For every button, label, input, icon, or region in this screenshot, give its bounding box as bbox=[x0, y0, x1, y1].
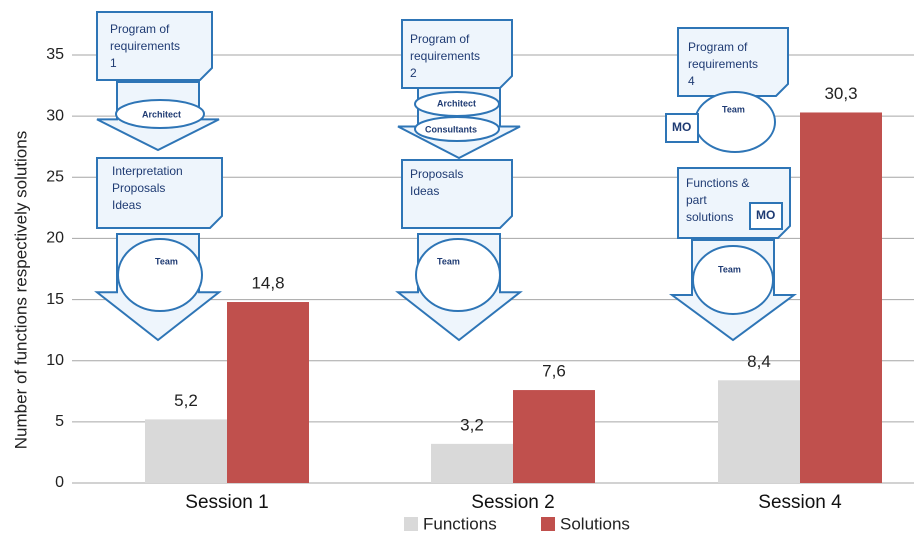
diagram-ellipse bbox=[415, 238, 501, 312]
y-tick-label: 15 bbox=[46, 291, 64, 308]
diagram-box bbox=[665, 113, 699, 143]
annotation: 1 bbox=[110, 56, 117, 70]
annotation: solutions bbox=[686, 210, 733, 224]
annotation: Program of bbox=[110, 22, 170, 36]
diagram-ellipse bbox=[117, 238, 203, 312]
bar bbox=[800, 112, 882, 483]
annotation: 4 bbox=[688, 74, 695, 88]
annotation: Team bbox=[722, 104, 745, 114]
annotation: Ideas bbox=[410, 184, 439, 198]
annotation: MO bbox=[672, 120, 691, 134]
diagram-box bbox=[401, 159, 513, 229]
bar bbox=[145, 419, 227, 483]
y-tick-label: 20 bbox=[46, 230, 64, 247]
annotation: MO bbox=[756, 208, 775, 222]
annotation: Team bbox=[718, 264, 741, 274]
diagram-ellipse bbox=[694, 91, 776, 153]
diagram-box bbox=[96, 157, 223, 229]
diagram-box bbox=[749, 202, 783, 230]
value-label: 3,2 bbox=[460, 415, 484, 434]
annotation: Functions & bbox=[686, 176, 749, 190]
annotation: Team bbox=[155, 256, 178, 266]
y-axis-label: Number of functions respectively solutio… bbox=[11, 131, 30, 449]
annotation: Architect bbox=[142, 109, 181, 119]
legend-label: Solutions bbox=[560, 514, 630, 533]
annotation: Program of bbox=[688, 40, 748, 54]
value-label: 7,6 bbox=[542, 362, 566, 381]
annotation: Proposals bbox=[410, 167, 463, 181]
annotation: part bbox=[686, 193, 707, 207]
diagram-box bbox=[96, 11, 213, 81]
value-label: 8,4 bbox=[747, 352, 771, 371]
annotation: Program of bbox=[410, 32, 470, 46]
legend-swatch bbox=[404, 517, 418, 531]
y-tick-label: 25 bbox=[46, 169, 64, 186]
bar bbox=[718, 380, 800, 483]
annotation: Proposals bbox=[112, 181, 165, 195]
diagram-box bbox=[677, 27, 789, 97]
annotation: requirements bbox=[110, 39, 180, 53]
x-tick-label: Session 2 bbox=[471, 492, 554, 513]
x-tick-label: Session 4 bbox=[758, 492, 842, 513]
bar bbox=[513, 390, 595, 483]
annotation: 2 bbox=[410, 66, 417, 80]
diagram-ellipse bbox=[414, 116, 500, 142]
annotation: requirements bbox=[410, 49, 480, 63]
annotation: Architect bbox=[437, 98, 476, 108]
bar bbox=[431, 443, 513, 483]
diagram-ellipse bbox=[115, 99, 205, 129]
y-tick-label: 35 bbox=[46, 46, 64, 63]
annotation: requirements bbox=[688, 57, 758, 71]
y-tick-label: 0 bbox=[55, 474, 64, 491]
annotation: Consultants bbox=[425, 124, 477, 134]
diagram-ellipse bbox=[692, 245, 774, 315]
annotation: Interpretation bbox=[112, 164, 183, 178]
legend-label: Functions bbox=[423, 514, 497, 533]
x-tick-label: Session 1 bbox=[185, 492, 268, 513]
diagram-box bbox=[401, 19, 513, 89]
value-label: 5,2 bbox=[174, 391, 198, 410]
bar bbox=[227, 302, 309, 483]
y-tick-label: 5 bbox=[55, 413, 64, 430]
annotation: Team bbox=[437, 256, 460, 266]
y-tick-label: 30 bbox=[46, 107, 64, 124]
legend-swatch bbox=[541, 517, 555, 531]
annotation: Ideas bbox=[112, 198, 141, 212]
y-tick-label: 10 bbox=[46, 352, 64, 369]
value-label: 14,8 bbox=[251, 274, 284, 293]
value-label: 30,3 bbox=[824, 84, 857, 103]
